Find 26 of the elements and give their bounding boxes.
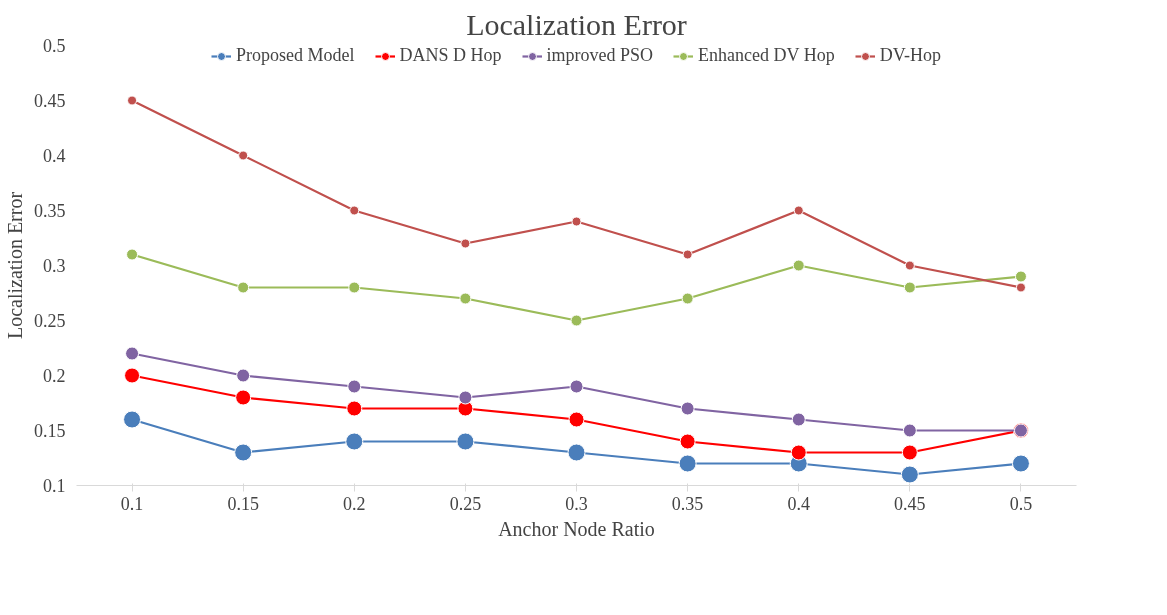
legend-label: DANS D Hop	[399, 45, 502, 66]
y-tick-label: 0.45	[34, 91, 66, 111]
x-axis-title: Anchor Node Ratio	[498, 517, 655, 540]
legend-label: DV-Hop	[879, 45, 942, 66]
x-tick-label: 0.4	[787, 493, 810, 514]
legend-label: Proposed Model	[235, 45, 355, 66]
x-tick-label: 0.5	[1009, 493, 1033, 514]
y-tick-label: 0.2	[43, 366, 66, 386]
y-tick-label: 0.4	[43, 146, 66, 166]
x-tick-label: 0.45	[894, 493, 926, 514]
x-tick-label: 0.35	[671, 493, 704, 514]
x-tick-label: 0.2	[343, 493, 366, 514]
legend-label: Enhanced DV Hop	[698, 45, 835, 66]
y-tick-label: 0.5	[43, 36, 66, 56]
chart-title: Localization Error	[466, 7, 687, 41]
y-tick-label: 0.25	[34, 311, 66, 331]
y-tick-label: 0.15	[34, 421, 66, 441]
x-tick-label: 0.15	[227, 493, 259, 514]
y-tick-label: 0.3	[43, 256, 66, 276]
legend-label: improved PSO	[546, 45, 654, 66]
y-axis-title: Localization Error	[4, 191, 26, 340]
y-tick-label: 0.35	[34, 201, 66, 221]
y-tick-label: 0.1	[43, 476, 66, 496]
x-tick-label: 0.3	[565, 493, 588, 514]
x-tick-label: 0.1	[120, 493, 144, 514]
x-tick-label: 0.25	[449, 493, 482, 514]
